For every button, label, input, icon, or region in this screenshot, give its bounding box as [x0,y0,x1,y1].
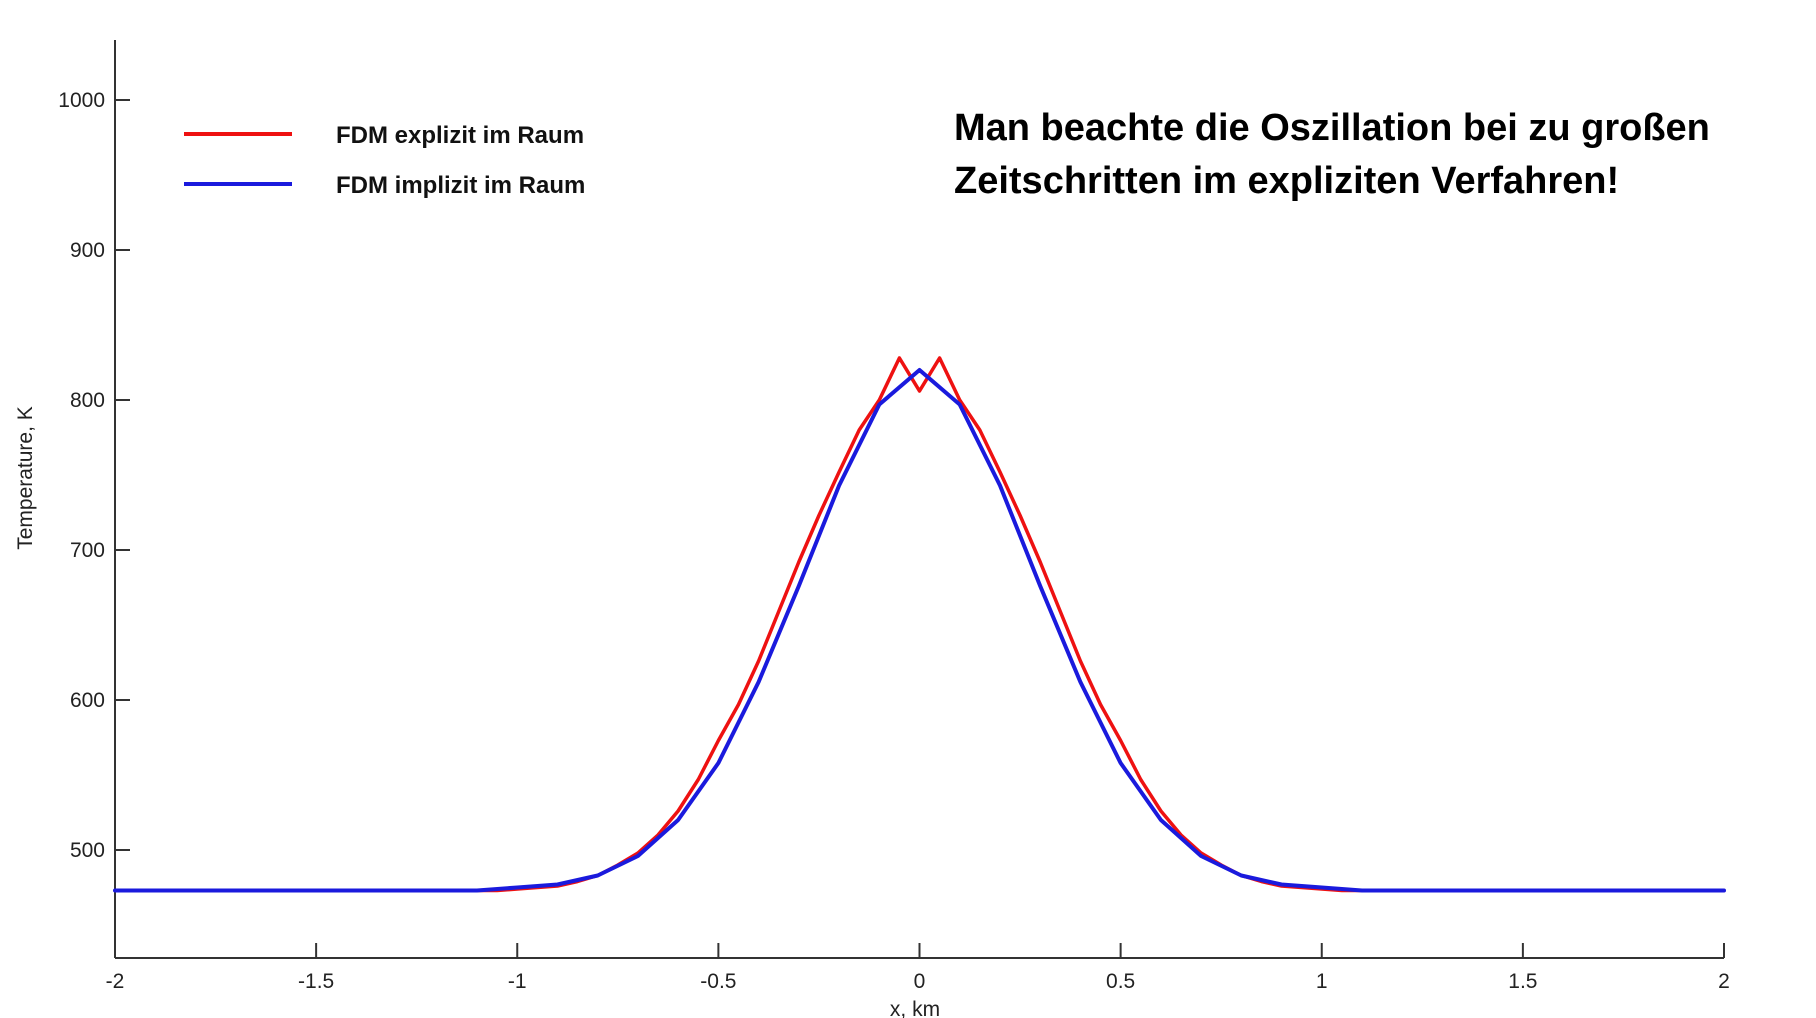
y-tick-label: 900 [70,239,105,262]
x-tick-label: -0.5 [700,970,736,993]
y-tick-label: 600 [70,689,105,712]
x-tick-label: -1.5 [298,970,334,993]
x-tick-label: 0.5 [1106,970,1135,993]
annotation-line-2: Zeitschritten im expliziten Verfahren! [954,160,1619,202]
y-tick-label: 1000 [58,89,105,112]
x-tick-label: 2 [1718,970,1730,993]
x-axis-label: x, km [890,998,940,1018]
y-tick-label: 700 [70,539,105,562]
x-tick-label: 0 [914,970,926,993]
series-line-implizit [113,368,1726,893]
x-axis-ticks: -2 -1.5 -1 -0.5 0 0.5 1 1.5 2 [106,943,1730,993]
x-tick-label: -1 [508,970,527,993]
x-tick-label: -2 [106,970,125,993]
legend: FDM explizit im Raum FDM implizit im Rau… [184,122,585,199]
y-tick-label: 500 [70,839,105,862]
annotation-note: Man beachte die Oszillation bei zu große… [954,107,1710,202]
legend-label-implizit: FDM implizit im Raum [336,172,585,199]
annotation-line-1: Man beachte die Oszillation bei zu große… [954,107,1710,149]
series-line-explizit [113,356,1726,893]
x-tick-label: 1 [1316,970,1328,993]
y-axis-ticks: 500 600 700 800 900 1000 [58,89,130,862]
x-tick-label: 1.5 [1508,970,1537,993]
legend-label-explizit: FDM explizit im Raum [336,122,584,149]
y-axis-label: Temperature, K [14,406,37,550]
y-tick-label: 800 [70,389,105,412]
series-layer [113,356,1726,893]
